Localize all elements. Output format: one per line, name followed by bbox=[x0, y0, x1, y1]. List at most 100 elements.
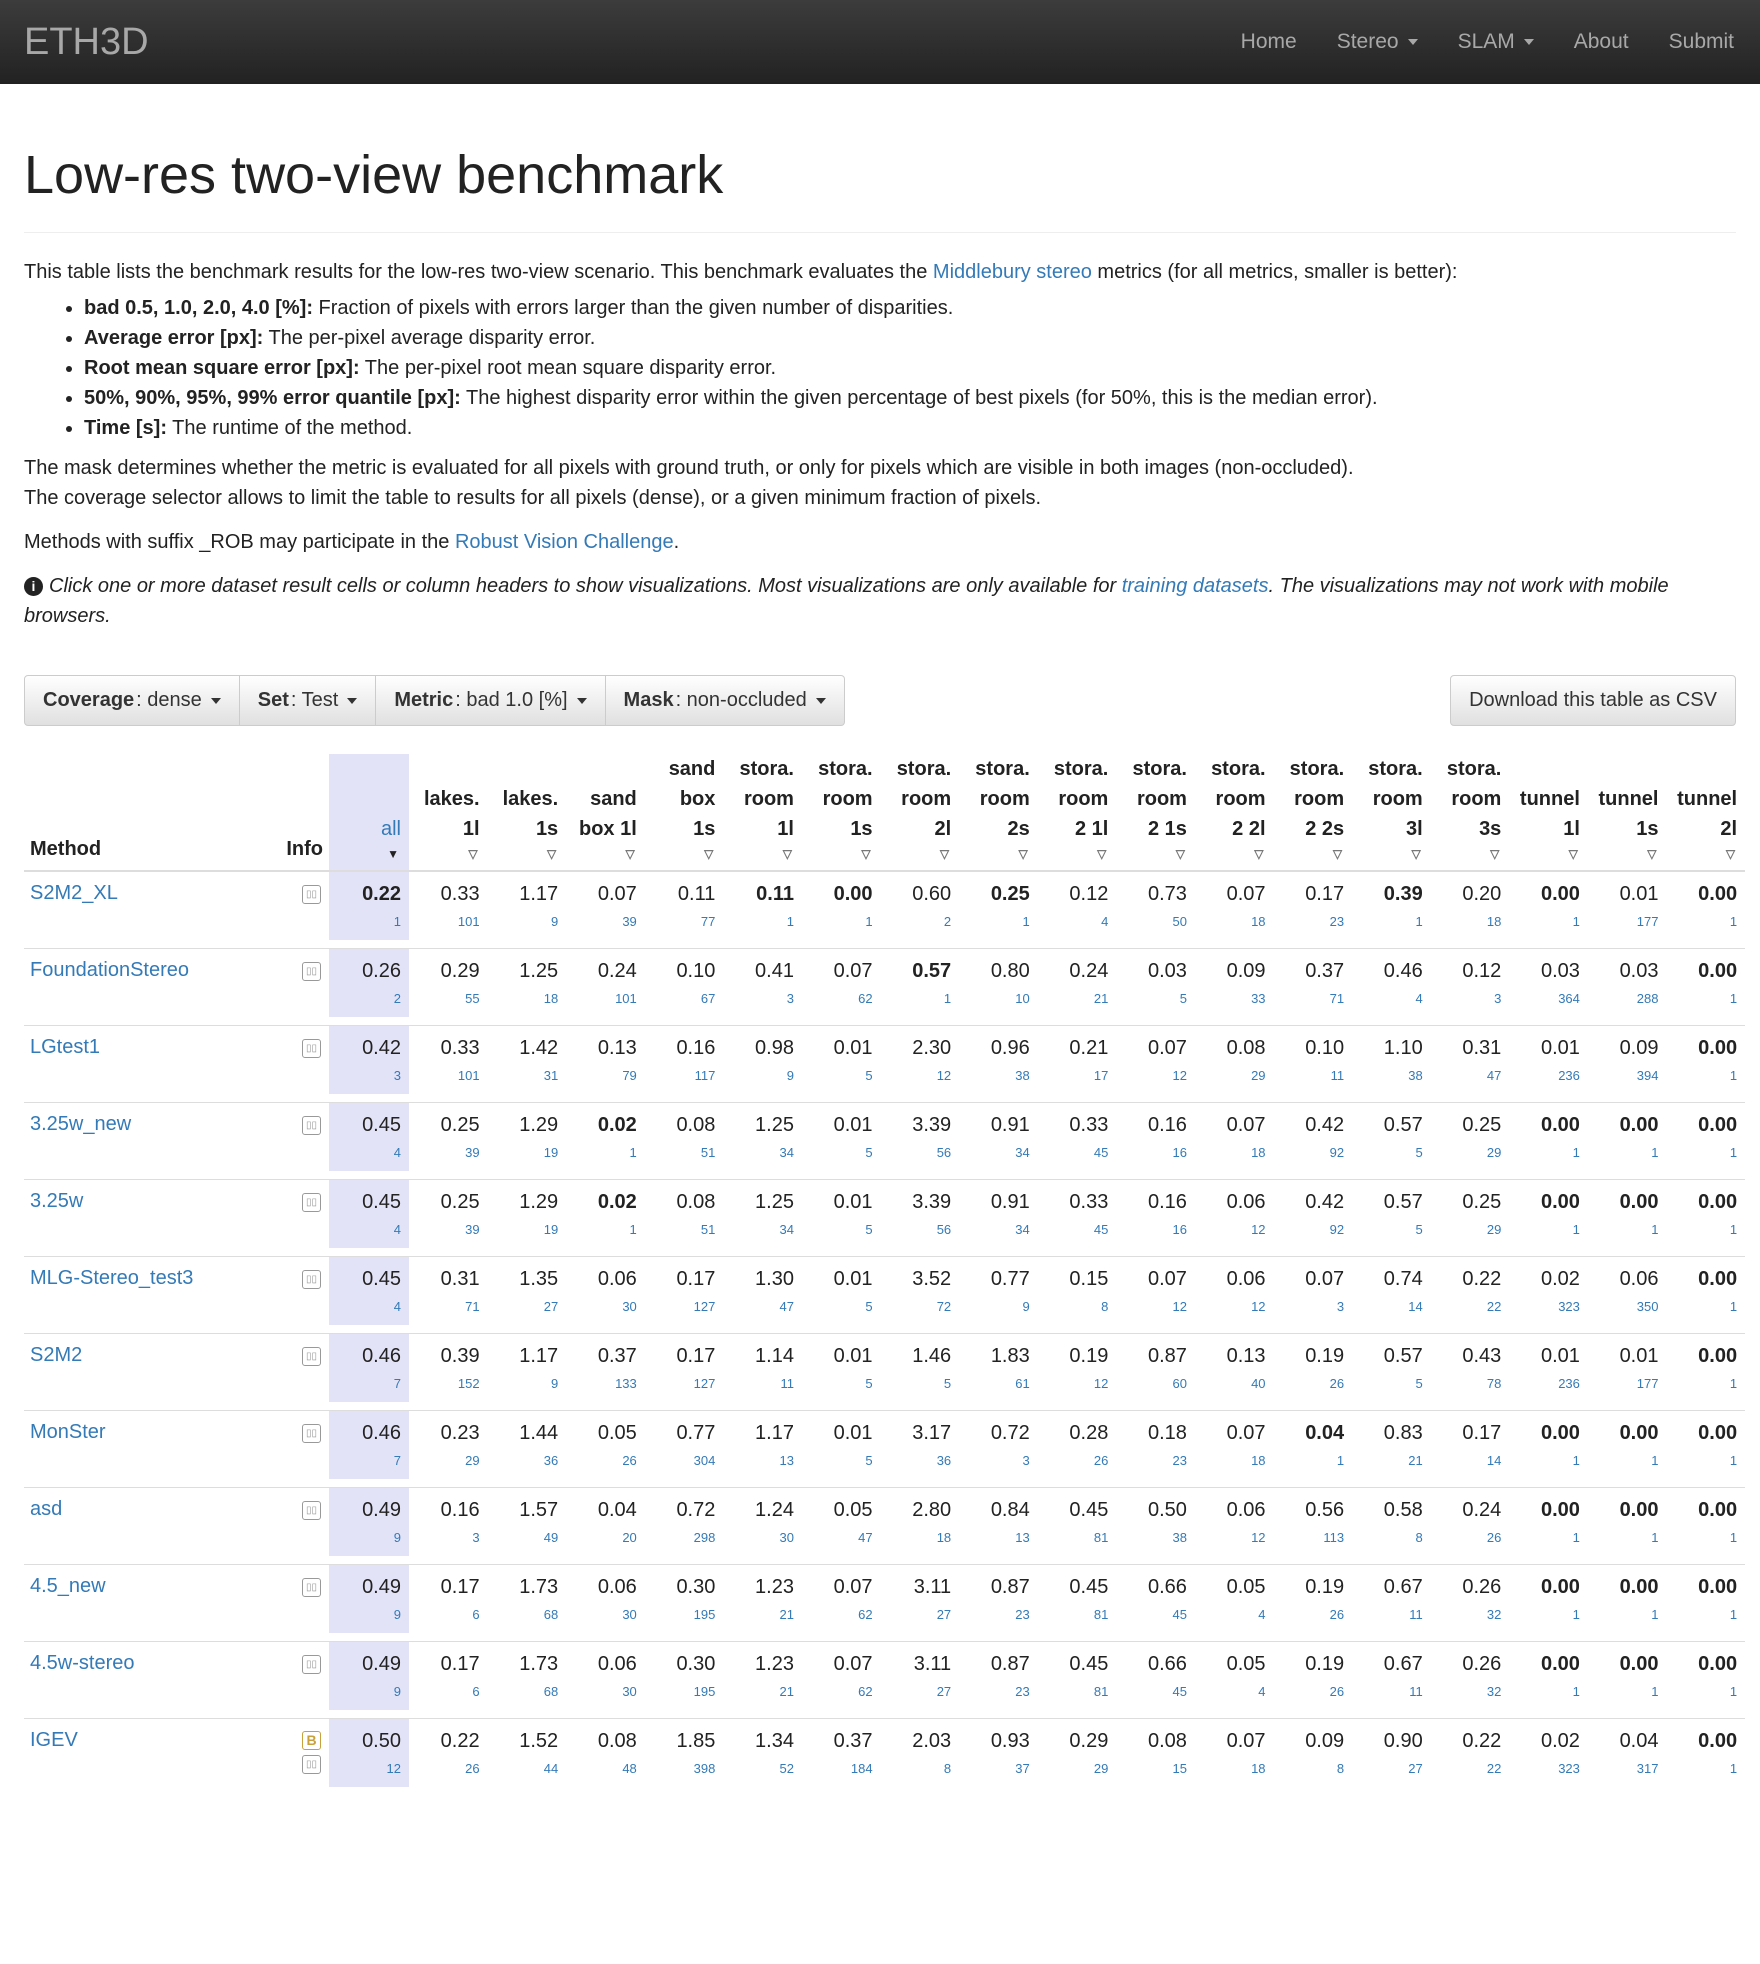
column-header[interactable]: stora. room 3l ▽ bbox=[1352, 754, 1431, 872]
result-cell[interactable]: 0.45 81 bbox=[1037, 1641, 1117, 1710]
result-cell[interactable]: 0.91 34 bbox=[959, 1179, 1038, 1248]
result-cell-all[interactable]: 0.26 2 bbox=[329, 948, 409, 1017]
result-cell[interactable]: 0.00 1 bbox=[1587, 1487, 1667, 1556]
result-cell[interactable]: 1.23 21 bbox=[723, 1641, 802, 1710]
result-cell[interactable]: 0.11 77 bbox=[644, 870, 724, 940]
result-cell[interactable]: 0.42 92 bbox=[1273, 1179, 1353, 1248]
result-cell[interactable]: 0.33 45 bbox=[1037, 1102, 1117, 1171]
details-icon[interactable]: ▯▯ bbox=[302, 885, 321, 904]
result-cell[interactable]: 0.13 40 bbox=[1194, 1333, 1274, 1402]
result-cell[interactable]: 0.00 1 bbox=[1509, 1410, 1588, 1479]
result-cell[interactable]: 0.84 13 bbox=[959, 1487, 1038, 1556]
result-cell[interactable]: 0.07 12 bbox=[1116, 1256, 1195, 1325]
result-cell[interactable]: 0.15 8 bbox=[1037, 1256, 1117, 1325]
details-icon[interactable]: ▯▯ bbox=[302, 1424, 321, 1443]
result-cell-all[interactable]: 0.45 4 bbox=[329, 1102, 409, 1171]
result-cell[interactable]: 0.02 323 bbox=[1509, 1256, 1588, 1325]
result-cell[interactable]: 0.23 29 bbox=[409, 1410, 488, 1479]
result-cell[interactable]: 0.01 5 bbox=[801, 1410, 881, 1479]
result-cell[interactable]: 0.98 9 bbox=[723, 1025, 802, 1094]
result-cell[interactable]: 0.01 5 bbox=[801, 1102, 881, 1171]
method-link[interactable]: MonSter bbox=[30, 1421, 106, 1443]
result-cell[interactable]: 0.57 1 bbox=[880, 948, 960, 1017]
result-cell[interactable]: 0.01 5 bbox=[801, 1025, 881, 1094]
result-cell[interactable]: 0.00 1 bbox=[1666, 1256, 1746, 1325]
result-cell-all[interactable]: 0.49 9 bbox=[329, 1641, 409, 1710]
result-cell[interactable]: 0.19 12 bbox=[1037, 1333, 1117, 1402]
result-cell[interactable]: 0.90 27 bbox=[1352, 1718, 1431, 1787]
sort-icon[interactable]: ▽ bbox=[704, 847, 714, 861]
result-cell[interactable]: 0.07 62 bbox=[801, 948, 881, 1017]
result-cell[interactable]: 0.06 350 bbox=[1587, 1256, 1667, 1325]
bold-b-icon[interactable]: B bbox=[302, 1731, 321, 1750]
result-cell[interactable]: 0.60 2 bbox=[880, 870, 960, 940]
result-cell-all[interactable]: 0.49 9 bbox=[329, 1564, 409, 1633]
result-cell[interactable]: 0.06 30 bbox=[566, 1256, 645, 1325]
result-cell[interactable]: 0.22 22 bbox=[1430, 1718, 1510, 1787]
column-header[interactable]: sand box 1s ▽ bbox=[644, 754, 724, 872]
result-cell[interactable]: 0.45 81 bbox=[1037, 1487, 1117, 1556]
result-cell[interactable]: 1.44 36 bbox=[487, 1410, 567, 1479]
details-icon[interactable]: ▯▯ bbox=[302, 962, 321, 981]
result-cell[interactable]: 0.00 1 bbox=[1587, 1641, 1667, 1710]
column-header[interactable]: lakes. 1s ▽ bbox=[487, 754, 567, 872]
result-cell[interactable]: 1.35 27 bbox=[487, 1256, 567, 1325]
result-cell[interactable]: 0.13 79 bbox=[566, 1025, 645, 1094]
result-cell[interactable]: 0.30 195 bbox=[644, 1564, 724, 1633]
column-header[interactable]: stora. room 3s ▽ bbox=[1430, 754, 1510, 872]
coverage-dropdown[interactable]: Coverage: dense bbox=[24, 675, 240, 726]
result-cell[interactable]: 0.87 60 bbox=[1116, 1333, 1195, 1402]
result-cell[interactable]: 0.25 1 bbox=[959, 870, 1038, 940]
result-cell[interactable]: 0.00 1 bbox=[1666, 1487, 1746, 1556]
result-cell[interactable]: 0.01 177 bbox=[1587, 1333, 1667, 1402]
result-cell[interactable]: 0.19 26 bbox=[1273, 1564, 1353, 1633]
result-cell[interactable]: 2.80 18 bbox=[880, 1487, 960, 1556]
result-cell[interactable]: 0.96 38 bbox=[959, 1025, 1038, 1094]
method-link[interactable]: MLG-Stereo_test3 bbox=[30, 1267, 194, 1289]
method-link[interactable]: 3.25w bbox=[30, 1190, 84, 1212]
column-header[interactable]: tunnel 1l ▽ bbox=[1509, 754, 1588, 872]
result-cell[interactable]: 0.37 184 bbox=[801, 1718, 881, 1787]
result-cell[interactable]: 1.10 38 bbox=[1352, 1025, 1431, 1094]
result-cell[interactable]: 0.05 26 bbox=[566, 1410, 645, 1479]
brand-logo[interactable]: ETH3D bbox=[24, 20, 149, 63]
result-cell[interactable]: 0.74 14 bbox=[1352, 1256, 1431, 1325]
result-cell-all[interactable]: 0.46 7 bbox=[329, 1410, 409, 1479]
result-cell[interactable]: 1.25 18 bbox=[487, 948, 567, 1017]
result-cell[interactable]: 0.00 1 bbox=[1666, 870, 1746, 940]
result-cell[interactable]: 0.03 364 bbox=[1509, 948, 1588, 1017]
result-cell[interactable]: 1.85 398 bbox=[644, 1718, 724, 1787]
result-cell[interactable]: 1.73 68 bbox=[487, 1641, 567, 1710]
details-icon[interactable]: ▯▯ bbox=[302, 1501, 321, 1520]
details-icon[interactable]: ▯▯ bbox=[302, 1039, 321, 1058]
column-header-all[interactable]: all ▼ bbox=[329, 754, 409, 872]
result-cell[interactable]: 0.42 92 bbox=[1273, 1102, 1353, 1171]
sort-icon[interactable]: ▽ bbox=[1254, 847, 1264, 861]
details-icon[interactable]: ▯▯ bbox=[302, 1755, 321, 1774]
result-cell[interactable]: 0.04 1 bbox=[1273, 1410, 1353, 1479]
result-cell[interactable]: 0.01 5 bbox=[801, 1256, 881, 1325]
result-cell[interactable]: 0.07 62 bbox=[801, 1641, 881, 1710]
result-cell[interactable]: 0.07 18 bbox=[1194, 870, 1274, 940]
result-cell[interactable]: 0.25 39 bbox=[409, 1102, 488, 1171]
result-cell[interactable]: 0.00 1 bbox=[1666, 1179, 1746, 1248]
result-cell[interactable]: 0.17 6 bbox=[409, 1564, 488, 1633]
result-cell[interactable]: 0.00 1 bbox=[1509, 1487, 1588, 1556]
method-link[interactable]: 4.5w-stereo bbox=[30, 1652, 135, 1674]
result-cell[interactable]: 0.00 1 bbox=[1509, 870, 1588, 940]
result-cell[interactable]: 3.11 27 bbox=[880, 1564, 960, 1633]
result-cell-all[interactable]: 0.22 1 bbox=[329, 870, 409, 940]
column-header[interactable]: stora. room 2l ▽ bbox=[880, 754, 960, 872]
result-cell[interactable]: 1.52 44 bbox=[487, 1718, 567, 1787]
result-cell[interactable]: 0.87 23 bbox=[959, 1564, 1038, 1633]
result-cell-all[interactable]: 0.50 12 bbox=[329, 1718, 409, 1787]
result-cell[interactable]: 0.31 47 bbox=[1430, 1025, 1510, 1094]
result-cell[interactable]: 0.87 23 bbox=[959, 1641, 1038, 1710]
result-cell[interactable]: 0.07 3 bbox=[1273, 1256, 1353, 1325]
result-cell[interactable]: 0.07 18 bbox=[1194, 1102, 1274, 1171]
sort-desc-icon[interactable]: ▼ bbox=[387, 847, 399, 861]
method-link[interactable]: asd bbox=[30, 1498, 63, 1520]
column-header[interactable]: tunnel 2l ▽ bbox=[1666, 754, 1746, 872]
result-cell[interactable]: 0.02 1 bbox=[566, 1179, 645, 1248]
result-cell[interactable]: 3.11 27 bbox=[880, 1641, 960, 1710]
